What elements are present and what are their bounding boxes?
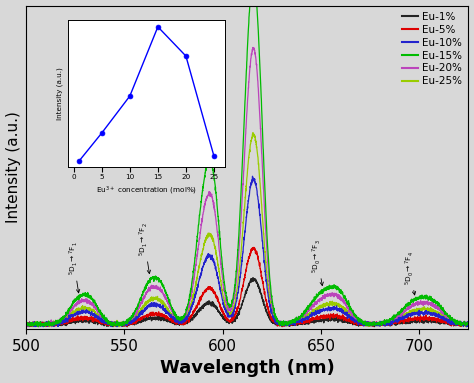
Eu-5% — [465, 322, 471, 326]
Text: $^5$D$_0$$\rightarrow$$^7$F$_1$: $^5$D$_0$$\rightarrow$$^7$F$_1$ — [195, 111, 208, 162]
Line: Eu-5%: Eu-5% — [26, 247, 468, 327]
Eu-1% — [26, 324, 32, 329]
Eu-10% — [40, 324, 46, 329]
Line: Eu-20%: Eu-20% — [26, 47, 468, 327]
Eu-5% — [23, 320, 29, 325]
Eu-20% — [410, 303, 415, 308]
Eu-5% — [410, 318, 415, 322]
Line: Eu-25%: Eu-25% — [26, 133, 468, 327]
Eu-20% — [250, 45, 256, 50]
Eu-15% — [457, 322, 463, 327]
Eu-15% — [36, 324, 41, 329]
Eu-20% — [465, 323, 471, 327]
Eu-15% — [100, 314, 106, 318]
Eu-15% — [23, 322, 29, 327]
Eu-1% — [100, 322, 106, 326]
Text: $^5$D$_1$$\rightarrow$$^7$F$_2$: $^5$D$_1$$\rightarrow$$^7$F$_2$ — [138, 223, 151, 273]
Eu-20% — [100, 317, 106, 322]
Eu-10% — [193, 290, 199, 295]
Eu-10% — [465, 322, 471, 327]
Eu-20% — [193, 262, 199, 267]
Eu-1% — [250, 275, 256, 280]
Eu-5% — [251, 245, 257, 250]
Text: $^5$D$_1$$\rightarrow$$^7$F$_1$: $^5$D$_1$$\rightarrow$$^7$F$_1$ — [67, 242, 80, 293]
Eu-5% — [212, 290, 218, 295]
Eu-10% — [457, 322, 463, 327]
Eu-25% — [465, 321, 471, 326]
Line: Eu-10%: Eu-10% — [26, 176, 468, 327]
Eu-1% — [212, 304, 218, 309]
Eu-20% — [74, 301, 80, 306]
Eu-1% — [23, 320, 29, 325]
Eu-5% — [279, 324, 285, 329]
Eu-25% — [23, 324, 29, 328]
Text: $^5$D$_0$$\rightarrow$$^7$F$_3$: $^5$D$_0$$\rightarrow$$^7$F$_3$ — [311, 239, 323, 286]
Eu-25% — [250, 130, 256, 135]
Eu-10% — [212, 264, 218, 268]
Eu-15% — [410, 298, 415, 303]
Eu-1% — [457, 321, 463, 325]
Eu-10% — [250, 174, 255, 178]
Eu-20% — [36, 324, 42, 329]
Eu-20% — [23, 321, 29, 326]
Eu-10% — [23, 321, 29, 325]
Eu-1% — [193, 314, 199, 318]
Eu-25% — [30, 324, 36, 329]
Eu-15% — [193, 248, 199, 252]
Eu-10% — [100, 318, 106, 322]
Eu-5% — [457, 321, 463, 326]
Y-axis label: Intensity (a.u.): Intensity (a.u.) — [6, 111, 20, 223]
Eu-20% — [457, 321, 463, 326]
Eu-15% — [212, 182, 218, 187]
Line: Eu-15%: Eu-15% — [26, 0, 468, 327]
Eu-5% — [100, 321, 106, 326]
Eu-1% — [465, 322, 471, 327]
Legend: Eu-1%, Eu-5%, Eu-10%, Eu-15%, Eu-20%, Eu-25%: Eu-1%, Eu-5%, Eu-10%, Eu-15%, Eu-20%, Eu… — [398, 8, 466, 90]
Eu-25% — [100, 319, 106, 324]
Eu-5% — [74, 318, 80, 322]
Eu-1% — [74, 320, 80, 324]
Eu-20% — [212, 210, 218, 214]
Eu-25% — [193, 283, 199, 288]
Eu-25% — [457, 319, 463, 324]
Eu-10% — [410, 313, 415, 318]
Eu-1% — [410, 319, 415, 323]
Eu-25% — [410, 311, 415, 316]
Text: $^5$D$_0$$\rightarrow$$^7$F$_2$: $^5$D$_0$$\rightarrow$$^7$F$_2$ — [0, 382, 1, 383]
Eu-15% — [74, 297, 80, 301]
Eu-15% — [465, 322, 471, 327]
Eu-10% — [74, 311, 80, 316]
Line: Eu-1%: Eu-1% — [26, 278, 468, 327]
X-axis label: Wavelength (nm): Wavelength (nm) — [160, 359, 335, 377]
Eu-5% — [193, 306, 199, 310]
Text: $^5$D$_0$$\rightarrow$$^7$F$_4$: $^5$D$_0$$\rightarrow$$^7$F$_4$ — [403, 251, 416, 295]
Eu-25% — [74, 308, 80, 312]
Eu-25% — [212, 245, 218, 249]
